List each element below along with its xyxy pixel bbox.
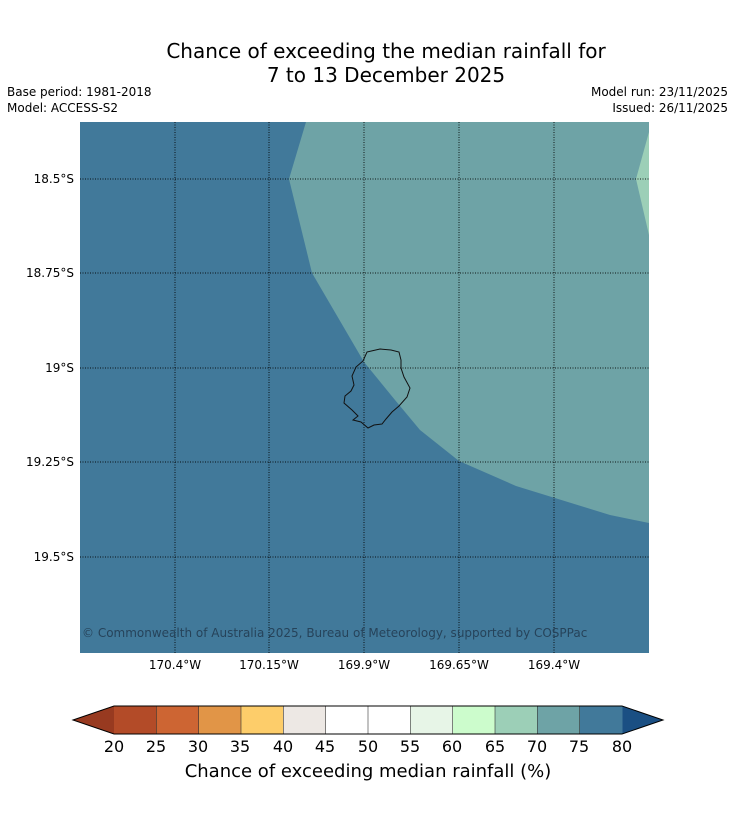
colorbar-tick-80: 80 [611,737,633,756]
colorbar-tick-70: 70 [526,737,548,756]
colorbar-cell-25-30 [156,706,200,734]
colorbar-cell-40-45 [283,706,327,734]
region-70-75-percent [289,122,649,523]
gridlines [80,122,649,653]
colorbar-title: Chance of exceeding median rainfall (%) [184,761,552,782]
lat-label-18-75: 18.75°S [26,266,74,280]
colorbar-tick-50: 50 [357,737,379,756]
chart-title-line-2: 7 to 13 December 2025 [266,63,506,87]
colorbar-outline [71,705,665,735]
lat-label-19: 19°S [45,361,74,375]
colorbar-tick-30: 30 [187,737,209,756]
colorbar-cell-65-70 [495,706,538,734]
colorbar-cell-70-75 [537,706,581,734]
colorbar-tick-45: 45 [314,737,336,756]
lat-label-18-5: 18.5°S [33,172,74,186]
colorbar-cell-45-50 [325,706,369,734]
lon-label-170-15: 170.15°W [239,658,299,672]
lat-label-19-5: 19.5°S [33,550,74,564]
colorbar-tick-25: 25 [145,737,167,756]
colorbar-under-arrow [73,706,114,734]
colorbar-cell-60-65 [452,706,496,734]
model-label: Model: ACCESS-S2 [7,101,119,115]
lon-label-170-4: 170.4°W [148,658,202,672]
model-run-label: Model run: 23/11/2025 [590,85,728,99]
region-65-70-percent [636,132,649,235]
colorbar-tick-40: 40 [272,737,294,756]
colorbar-cell-20-25 [114,706,157,734]
colorbar-cell-55-60 [410,706,454,734]
lon-label-169-65: 169.65°W [429,658,489,672]
colorbar-tick-60: 60 [441,737,463,756]
lat-label-19-25: 19.25°S [26,455,74,469]
lon-label-169-9: 169.9°W [337,658,391,672]
base-period-label: Base period: 1981-2018 [7,85,152,99]
colorbar-tick-65: 65 [484,737,506,756]
colorbar-cells [114,706,623,734]
colorbar-cell-75-80 [579,706,623,734]
chart-title-line-1: Chance of exceeding the median rainfall … [166,39,606,63]
colorbar-cell-50-55 [368,706,411,734]
island-coastline [343,348,411,429]
colorbar-cell-30-35 [198,706,242,734]
colorbar-tick-20: 20 [103,737,125,756]
lon-label-169-4: 169.4°W [527,658,581,672]
colorbar [71,705,665,735]
colorbar-tick-55: 55 [399,737,421,756]
colorbar-cell-35-40 [241,706,284,734]
copyright-notice: © Commonwealth of Australia 2025, Bureau… [82,626,588,640]
colorbar-tick-35: 35 [229,737,251,756]
colorbar-tick-75: 75 [568,737,590,756]
map-panel [80,122,649,653]
issued-label: Issued: 26/11/2025 [612,101,728,115]
colorbar-over-arrow [622,706,663,734]
